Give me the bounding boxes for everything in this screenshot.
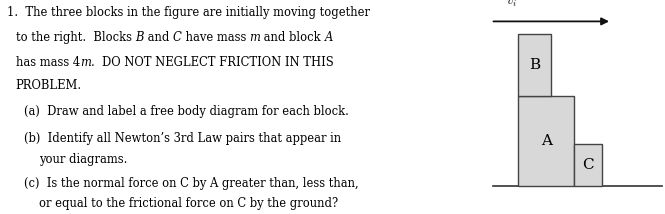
Text: m: m — [249, 31, 261, 44]
Bar — [519, 96, 574, 186]
Text: and: and — [144, 31, 173, 44]
Text: m: m — [80, 56, 90, 69]
Text: (c)  Is the normal force on C by A greater than, less than,: (c) Is the normal force on C by A greate… — [24, 177, 358, 190]
Text: 1.  The three blocks in the figure are initially moving together: 1. The three blocks in the figure are in… — [7, 6, 370, 19]
Bar — [574, 144, 602, 186]
Text: (a)  Draw and label a free body diagram for each block.: (a) Draw and label a free body diagram f… — [24, 105, 348, 118]
Text: C: C — [173, 31, 182, 44]
Text: or equal to the frictional force on C by the ground?: or equal to the frictional force on C by… — [39, 197, 338, 210]
Text: C: C — [582, 158, 594, 172]
Text: $v_i$: $v_i$ — [506, 0, 517, 9]
Text: and block: and block — [261, 31, 325, 44]
Text: to the right.  Blocks: to the right. Blocks — [16, 31, 135, 44]
Text: have mass: have mass — [182, 31, 249, 44]
Text: has mass 4: has mass 4 — [16, 56, 80, 69]
Text: A: A — [541, 134, 552, 148]
Text: B: B — [529, 58, 541, 72]
Text: (b)  Identify all Newton’s 3rd Law pairs that appear in: (b) Identify all Newton’s 3rd Law pairs … — [24, 132, 341, 145]
Text: PROBLEM.: PROBLEM. — [16, 79, 82, 92]
Text: .  DO NOT NEGLECT FRICTION IN THIS: . DO NOT NEGLECT FRICTION IN THIS — [90, 56, 333, 69]
Text: your diagrams.: your diagrams. — [39, 153, 128, 166]
Bar — [519, 34, 551, 96]
Text: A: A — [325, 31, 333, 44]
Text: B: B — [135, 31, 144, 44]
